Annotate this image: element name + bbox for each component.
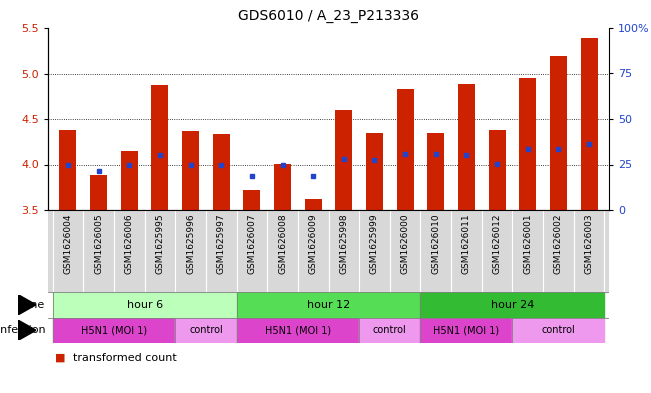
Bar [53, 292, 236, 318]
Bar [421, 318, 512, 343]
Bar [335, 110, 352, 210]
Text: control: control [542, 325, 575, 335]
Text: GSM1626011: GSM1626011 [462, 213, 471, 274]
Polygon shape [18, 320, 36, 340]
Text: H5N1 (MOI 1): H5N1 (MOI 1) [81, 325, 147, 335]
Bar [512, 318, 604, 343]
Text: transformed count: transformed count [73, 353, 176, 363]
Text: GSM1626009: GSM1626009 [309, 213, 318, 274]
Text: hour 6: hour 6 [126, 300, 163, 310]
Text: ■: ■ [55, 353, 65, 363]
Bar [550, 56, 567, 210]
Bar [396, 89, 413, 210]
Polygon shape [18, 294, 36, 315]
Text: GSM1625998: GSM1625998 [339, 213, 348, 274]
Bar [359, 318, 421, 343]
Bar [213, 134, 230, 210]
Text: hour 12: hour 12 [307, 300, 350, 310]
Text: GSM1626000: GSM1626000 [400, 213, 409, 274]
Bar [427, 133, 444, 210]
Bar [366, 133, 383, 210]
Bar [243, 190, 260, 210]
Text: GSM1626008: GSM1626008 [278, 213, 287, 274]
Text: H5N1 (MOI 1): H5N1 (MOI 1) [265, 325, 331, 335]
Text: control: control [189, 325, 223, 335]
Bar [236, 318, 359, 343]
Bar [90, 175, 107, 210]
Bar [121, 151, 137, 210]
Bar [53, 318, 175, 343]
Text: GSM1626006: GSM1626006 [125, 213, 133, 274]
Bar [305, 199, 322, 210]
Bar [519, 78, 536, 210]
Text: GSM1626012: GSM1626012 [493, 213, 502, 274]
Text: H5N1 (MOI 1): H5N1 (MOI 1) [434, 325, 499, 335]
Text: control: control [373, 325, 407, 335]
Bar [182, 131, 199, 210]
Text: GSM1625995: GSM1625995 [156, 213, 165, 274]
Bar [152, 85, 169, 210]
Text: GSM1626005: GSM1626005 [94, 213, 103, 274]
Bar [421, 292, 604, 318]
Bar [274, 163, 291, 210]
Bar [581, 38, 598, 210]
Bar [236, 292, 421, 318]
Text: GSM1626001: GSM1626001 [523, 213, 533, 274]
Text: hour 24: hour 24 [491, 300, 534, 310]
Text: GDS6010 / A_23_P213336: GDS6010 / A_23_P213336 [238, 9, 419, 23]
Bar [59, 130, 76, 210]
Text: GSM1625996: GSM1625996 [186, 213, 195, 274]
Text: infection: infection [0, 325, 46, 335]
Bar [458, 84, 475, 210]
Text: time: time [20, 300, 46, 310]
Text: GSM1625999: GSM1625999 [370, 213, 379, 274]
Text: GSM1625997: GSM1625997 [217, 213, 226, 274]
Bar [489, 130, 506, 210]
Text: GSM1626007: GSM1626007 [247, 213, 256, 274]
Text: GSM1626004: GSM1626004 [63, 213, 72, 274]
Text: GSM1626002: GSM1626002 [554, 213, 563, 274]
Bar [175, 318, 236, 343]
Text: GSM1626003: GSM1626003 [585, 213, 594, 274]
Text: GSM1626010: GSM1626010 [432, 213, 440, 274]
